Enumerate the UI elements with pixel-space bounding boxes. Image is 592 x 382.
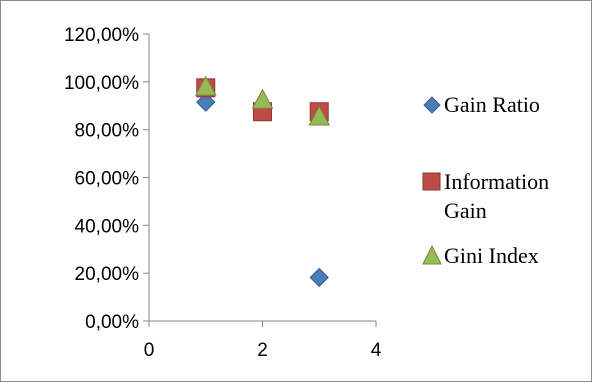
legend-label-information-gain-1: Information bbox=[444, 169, 549, 194]
point-gain-ratio bbox=[196, 92, 216, 112]
x-tick-label: 4 bbox=[371, 340, 382, 361]
y-tick-label: 120,00% bbox=[64, 25, 139, 46]
x-tick-label: 0 bbox=[144, 340, 155, 361]
legend-label-gini-index: Gini Index bbox=[444, 243, 539, 268]
point-gini-index bbox=[251, 88, 274, 109]
x-tick-label: 2 bbox=[257, 340, 268, 361]
y-tick-label: 80,00% bbox=[75, 121, 140, 142]
y-tick-label: 100,00% bbox=[64, 73, 139, 94]
legend-item-information-gain: Information Gain bbox=[422, 169, 549, 223]
point-gini-index bbox=[308, 105, 331, 126]
legend: Gain Ratio Information Gain Gini Index bbox=[422, 92, 549, 268]
legend-triangle-icon bbox=[422, 244, 442, 265]
data-points bbox=[194, 75, 331, 288]
y-tick-label: 20,00% bbox=[75, 264, 140, 285]
y-tick-label: 40,00% bbox=[75, 216, 140, 237]
legend-label-gain-ratio: Gain Ratio bbox=[444, 92, 540, 117]
y-tick-label: 60,00% bbox=[75, 169, 140, 190]
axes bbox=[148, 34, 376, 322]
legend-diamond-icon bbox=[423, 96, 441, 114]
y-axis-ticks: 0,00% 20,00% 40,00% 60,00% 80,00% 100,00% 120,… bbox=[64, 25, 149, 333]
legend-square-icon bbox=[422, 172, 441, 191]
legend-label-information-gain-2: Gain bbox=[444, 198, 487, 223]
point-gain-ratio bbox=[309, 267, 329, 288]
x-axis-ticks: 0 2 4 bbox=[144, 321, 382, 361]
legend-item-gain-ratio: Gain Ratio bbox=[423, 92, 540, 117]
y-tick-label: 0,00% bbox=[85, 312, 139, 333]
point-gini-index bbox=[194, 75, 217, 96]
legend-item-gini-index: Gini Index bbox=[422, 243, 539, 268]
